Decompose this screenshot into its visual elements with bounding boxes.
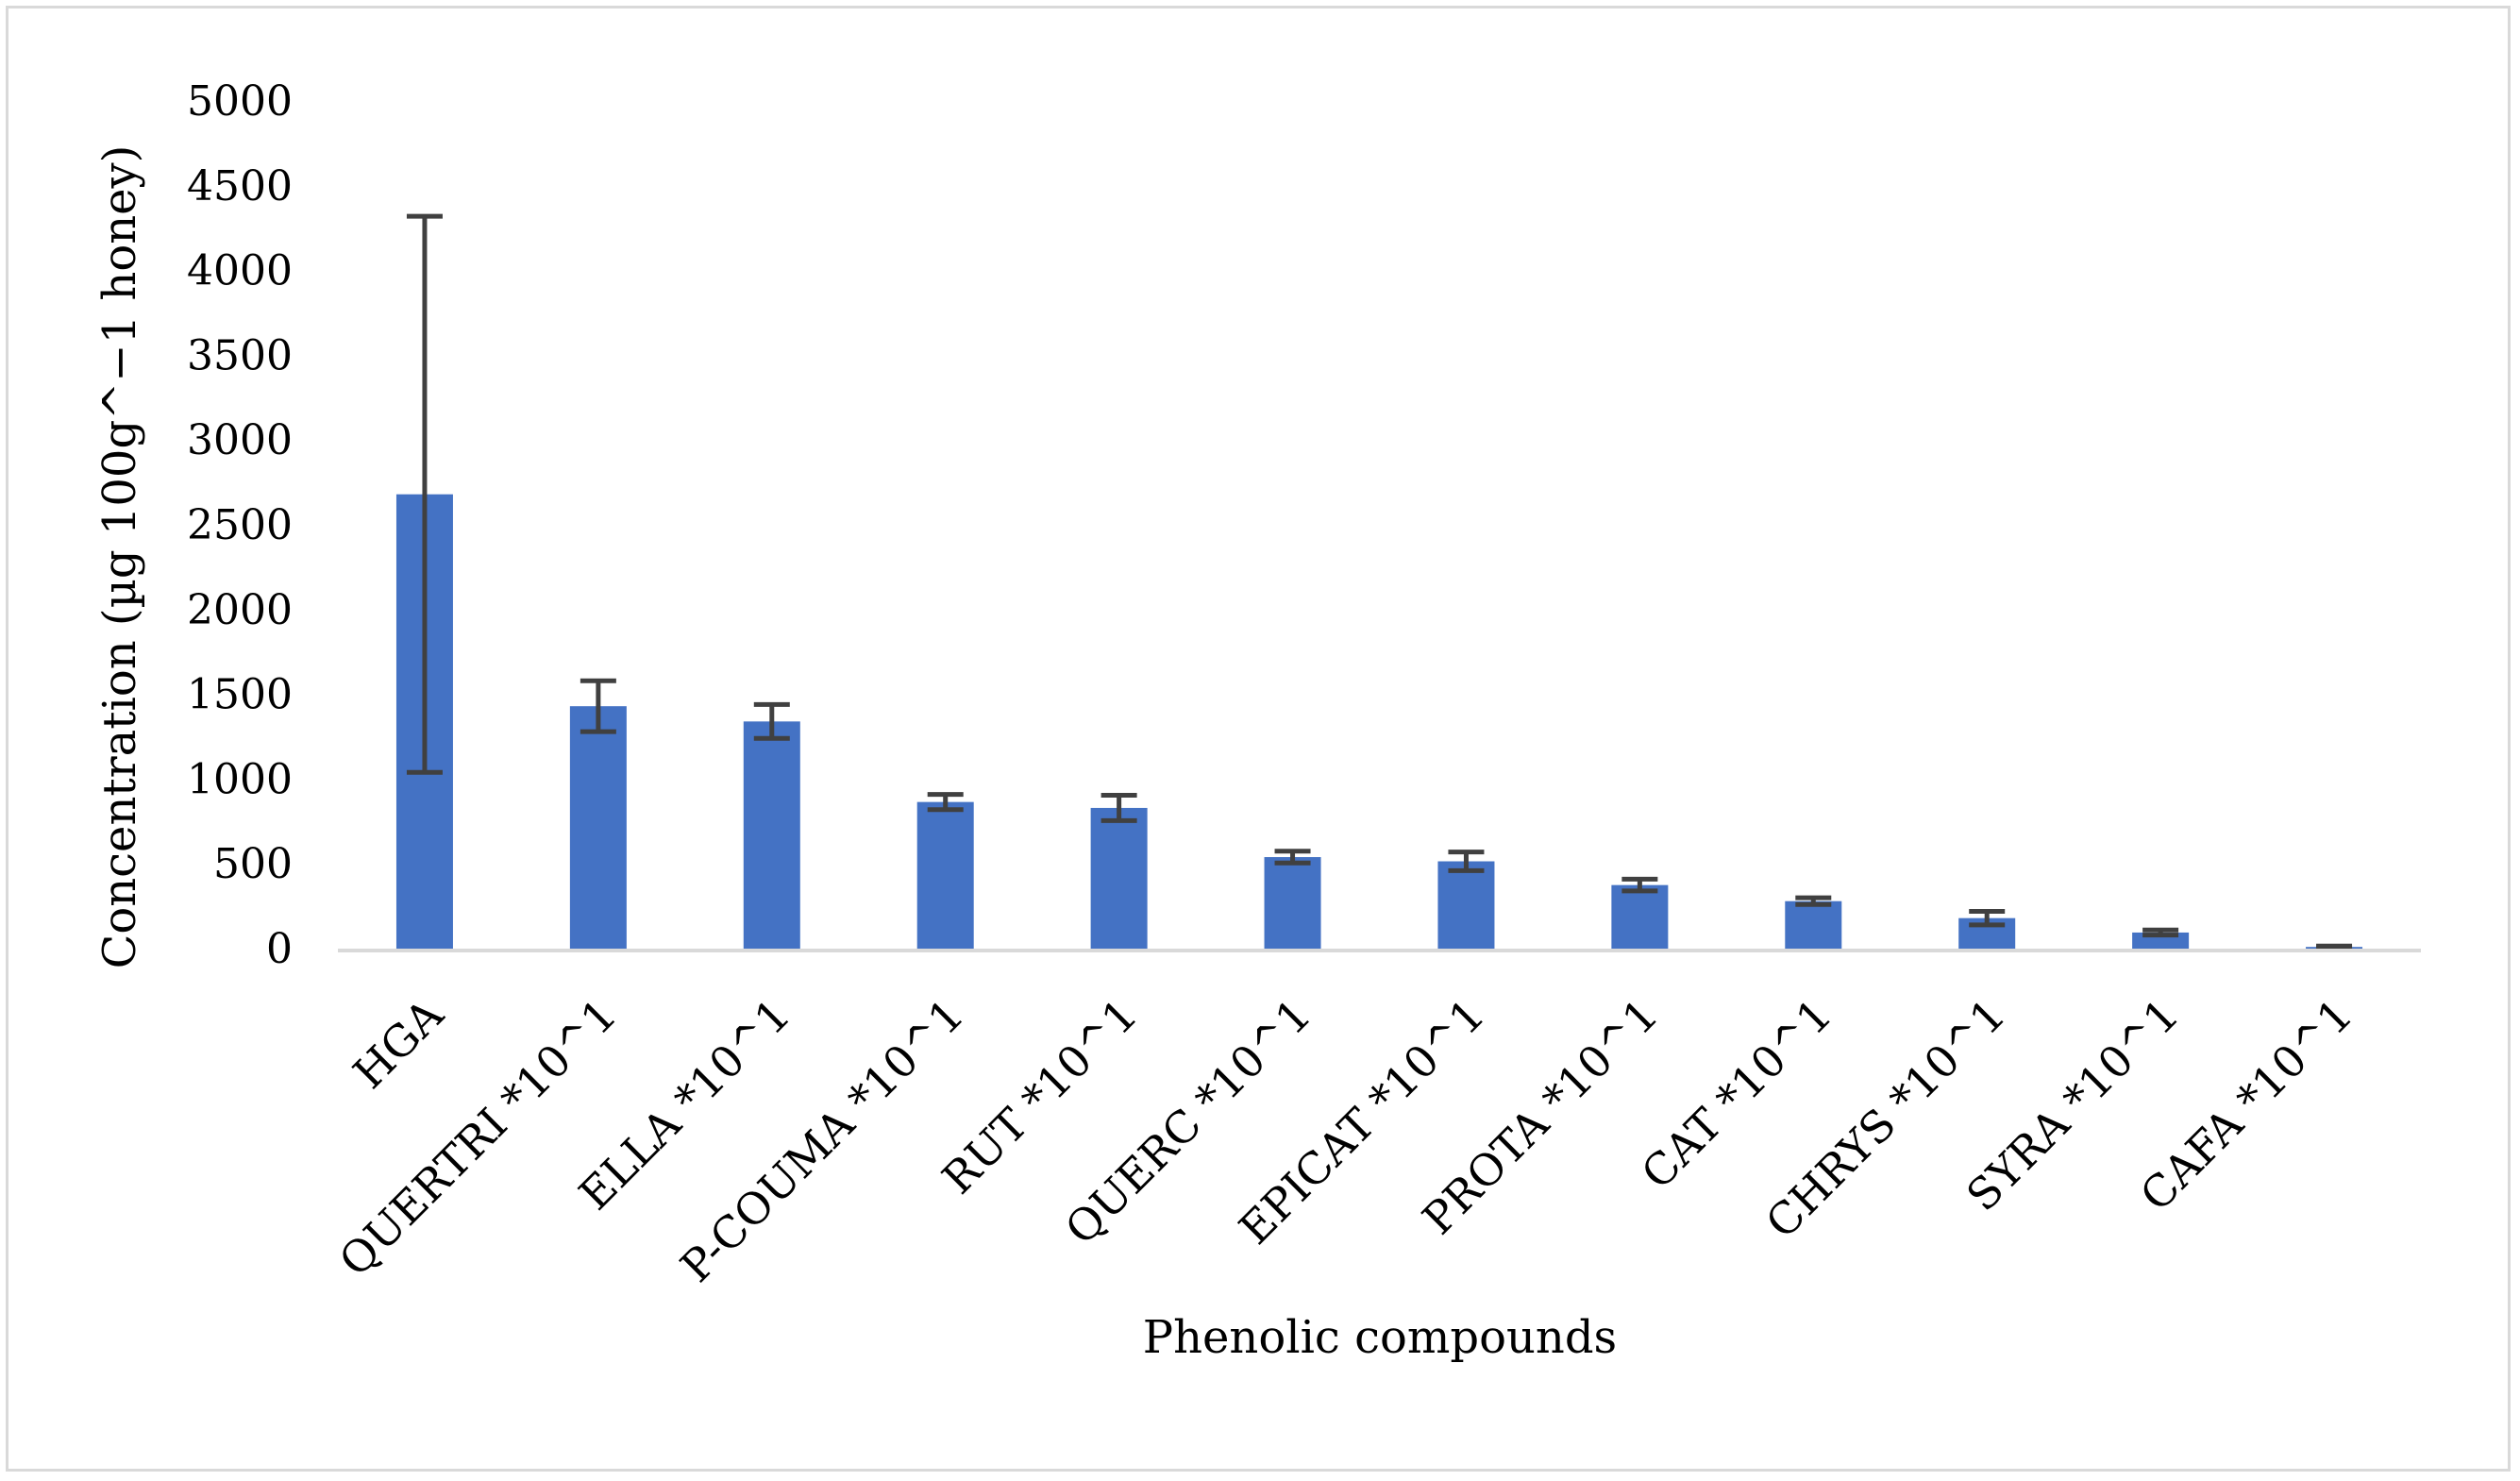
y-tick-label: 3000 (187, 416, 293, 464)
y-tick-label: 4500 (187, 162, 293, 210)
error-bar (1448, 850, 1485, 873)
error-bar (580, 678, 616, 734)
y-tick-label: 2000 (187, 586, 293, 634)
error-bar (753, 701, 790, 741)
y-tick-label: 1500 (187, 671, 293, 719)
y-tick-label: 4000 (187, 247, 293, 295)
x-category-label: HGA (344, 988, 454, 1099)
error-bar (1795, 895, 1832, 907)
bar (569, 706, 627, 949)
bar (1264, 857, 1321, 949)
error-bar (1969, 908, 2006, 928)
bars (395, 494, 2363, 949)
x-category-label: P-COUMA *10^1 (670, 989, 973, 1292)
error-bar (1100, 792, 1137, 823)
error-bar (2316, 943, 2353, 951)
y-tick-labels: 0 500 1000 1500 2000 2500 3000 3500 4000 4500 5000 (187, 77, 293, 973)
error-bar (2142, 927, 2179, 938)
y-tick-label: 1000 (187, 755, 293, 803)
y-axis-title: Concentration (µg 100g^−1 honey) (93, 145, 146, 969)
error-bar (1274, 849, 1311, 866)
bar (1437, 861, 1495, 949)
y-tick-label: 3500 (187, 331, 293, 379)
bar (1611, 884, 1669, 949)
y-tick-label: 2500 (187, 501, 293, 549)
bar (916, 801, 974, 949)
y-tick-label: 5000 (187, 77, 293, 126)
error-bar (406, 213, 443, 775)
error-bar (927, 792, 964, 813)
bar (1090, 807, 1148, 949)
error-bars (406, 213, 2353, 951)
bar (1785, 900, 1842, 949)
y-tick-label: 0 (266, 925, 293, 973)
error-bar (1621, 876, 1658, 894)
x-axis-title: Phenolic compounds (1143, 1311, 1617, 1364)
y-tick-label: 500 (213, 840, 293, 888)
bar (743, 721, 800, 949)
